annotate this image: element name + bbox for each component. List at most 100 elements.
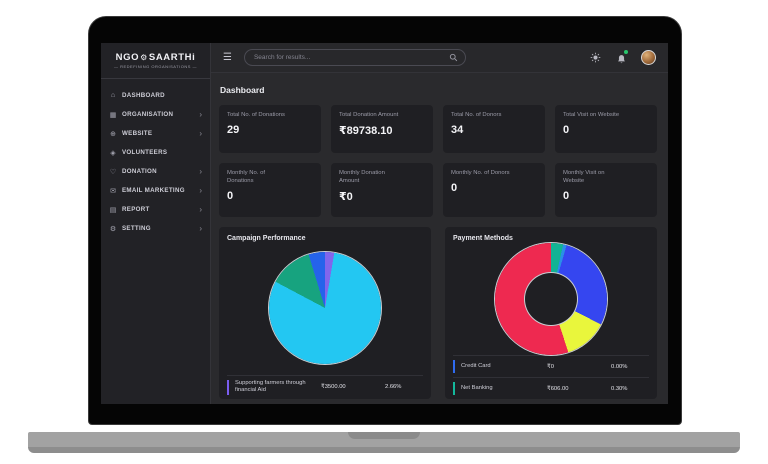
sidebar-item-label: ORGANISATION <box>122 111 174 118</box>
donut-hole <box>525 272 577 325</box>
stat-value: 0 <box>227 189 234 202</box>
sidebar-item-label: VOLUNTEERS <box>122 149 168 156</box>
chart-title: Campaign Performance <box>227 235 306 242</box>
sidebar-item-donation[interactable]: ♡ DONATION › <box>101 162 210 181</box>
logo-gear-icon: ⚙ <box>140 53 148 62</box>
logo-text-right: SAARTHi <box>148 52 196 63</box>
legend-percent: 0.30% <box>611 385 628 392</box>
search-icon <box>449 53 458 62</box>
notifications-bell[interactable] <box>616 50 628 64</box>
legend-amount: ₹606.00 <box>547 385 569 392</box>
payment-donut-chart <box>495 242 607 355</box>
topbar: ☰ <box>211 43 668 73</box>
stat-value: ₹0 <box>339 190 353 203</box>
chevron-right-icon: › <box>199 204 202 214</box>
logo-subtitle: — REDEFINING ORGANISATIONS — <box>113 64 198 69</box>
logo-title: NGO ⚙ SAARTHi <box>116 52 196 63</box>
stat-label: Monthly Donation Amount <box>339 170 385 184</box>
legend-row: Supporting farmers through financial Aid… <box>227 374 423 399</box>
legend-row: Net Banking ₹606.00 0.30% <box>453 377 649 399</box>
theme-toggle-sun-icon[interactable] <box>590 52 601 63</box>
logo-text-left: NGO <box>115 52 140 63</box>
legend-row: Credit Card ₹0 0.00% <box>453 355 649 377</box>
legend-percent: 2.66% <box>385 384 402 391</box>
legend-swatch <box>227 379 229 395</box>
legend-percent: 0.00% <box>611 363 628 370</box>
chart-legend: Credit Card ₹0 0.00% Net Banking ₹606.00… <box>453 355 649 399</box>
stat-card-total-donors: Total No. of Donors 34 <box>443 105 545 153</box>
legend-label: Net Banking <box>461 384 493 391</box>
legend-swatch <box>453 360 455 373</box>
bell-icon <box>618 55 625 64</box>
chevron-right-icon: › <box>199 109 202 119</box>
menu-toggle-icon[interactable]: ☰ <box>223 52 232 63</box>
stat-card-monthly-donations: Monthly No. of Donations 0 <box>219 163 321 217</box>
legend-label: Credit Card <box>461 362 491 369</box>
campaign-pie-chart <box>269 252 381 365</box>
sidebar-item-organisation[interactable]: ▦ ORGANISATION › <box>101 105 210 124</box>
report-icon: ▤ <box>109 206 117 214</box>
stat-card-monthly-donation-amount: Monthly Donation Amount ₹0 <box>331 163 433 217</box>
sidebar-item-email-marketing[interactable]: ✉ EMAIL MARKETING › <box>101 181 210 200</box>
laptop-base <box>28 432 740 447</box>
stat-label: Monthly Visit on Website <box>563 170 605 184</box>
chevron-right-icon: › <box>199 166 202 176</box>
organisation-icon: ▦ <box>109 111 117 119</box>
chevron-right-icon: › <box>199 223 202 233</box>
sidebar-item-report[interactable]: ▤ REPORT › <box>101 200 210 219</box>
legend-label: Supporting farmers through financial Aid <box>235 379 306 394</box>
sidebar-item-label: SETTING <box>122 225 151 232</box>
stat-label: Total Donation Amount <box>339 112 399 118</box>
stat-card-total-donations: Total No. of Donations 29 <box>219 105 321 153</box>
laptop-base-bottom <box>28 447 740 453</box>
campaign-performance-card: Campaign Performance Supporting farmers … <box>219 227 431 399</box>
dashboard-app: NGO ⚙ SAARTHi — REDEFINING ORGANISATIONS… <box>101 43 668 404</box>
sidebar-item-setting[interactable]: ⚙ SETTING › <box>101 219 210 238</box>
sidebar-item-volunteers[interactable]: ◈ VOLUNTEERS <box>101 143 210 162</box>
pie-chart-wrap <box>227 242 423 375</box>
user-avatar[interactable] <box>641 50 656 65</box>
stat-value: 0 <box>451 181 458 194</box>
sidebar-item-label: DASHBOARD <box>122 92 165 99</box>
laptop-screen: NGO ⚙ SAARTHi — REDEFINING ORGANISATIONS… <box>88 16 682 425</box>
home-icon: ⌂ <box>110 92 116 99</box>
stat-card-total-website-visits: Total Visit on Website 0 <box>555 105 657 153</box>
stat-value: 34 <box>451 123 464 136</box>
charts-row: Campaign Performance Supporting farmers … <box>219 227 657 399</box>
sidebar-menu: ⌂ DASHBOARD ▦ ORGANISATION › ⊕ WEBSITE › <box>101 79 210 245</box>
stat-label: Total No. of Donations <box>227 112 285 118</box>
sidebar-item-website[interactable]: ⊕ WEBSITE › <box>101 124 210 143</box>
search-box <box>243 49 466 66</box>
website-icon: ⊕ <box>110 130 116 138</box>
payment-methods-card: Payment Methods Credit Card ₹0 0.0 <box>445 227 657 399</box>
stat-card-monthly-website-visits: Monthly Visit on Website 0 <box>555 163 657 217</box>
stat-label: Total Visit on Website <box>563 112 620 118</box>
chevron-right-icon: › <box>199 185 202 195</box>
legend-amount: ₹3500.00 <box>321 384 346 391</box>
stat-label: Total No. of Donors <box>451 112 502 118</box>
legend-swatch <box>453 382 455 395</box>
sidebar-item-dashboard[interactable]: ⌂ DASHBOARD <box>101 86 210 105</box>
donation-icon: ♡ <box>109 168 117 176</box>
notification-badge <box>624 50 628 54</box>
chart-title: Payment Methods <box>453 235 513 242</box>
stat-value: 0 <box>563 123 570 136</box>
stat-label: Monthly No. of Donors <box>451 170 510 176</box>
stat-value: ₹89738.10 <box>339 124 393 137</box>
app-logo: NGO ⚙ SAARTHi — REDEFINING ORGANISATIONS… <box>101 43 210 79</box>
sidebar-item-label: WEBSITE <box>122 130 153 137</box>
stat-card-total-donation-amount: Total Donation Amount ₹89738.10 <box>331 105 433 153</box>
laptop-base-notch <box>348 432 420 439</box>
search-input[interactable] <box>244 54 465 61</box>
main-content: Dashboard Total No. of Donations 29 Tota… <box>211 73 668 404</box>
legend-amount: ₹0 <box>547 363 554 370</box>
stat-card-monthly-donors: Monthly No. of Donors 0 <box>443 163 545 217</box>
setting-icon: ⚙ <box>109 225 117 233</box>
page-title: Dashboard <box>220 85 265 95</box>
stat-value: 29 <box>227 123 240 136</box>
stats-row-monthly: Monthly No. of Donations 0 Monthly Donat… <box>219 163 657 217</box>
chevron-right-icon: › <box>199 128 202 138</box>
email-icon: ✉ <box>110 187 116 195</box>
sidebar: NGO ⚙ SAARTHi — REDEFINING ORGANISATIONS… <box>101 43 211 404</box>
